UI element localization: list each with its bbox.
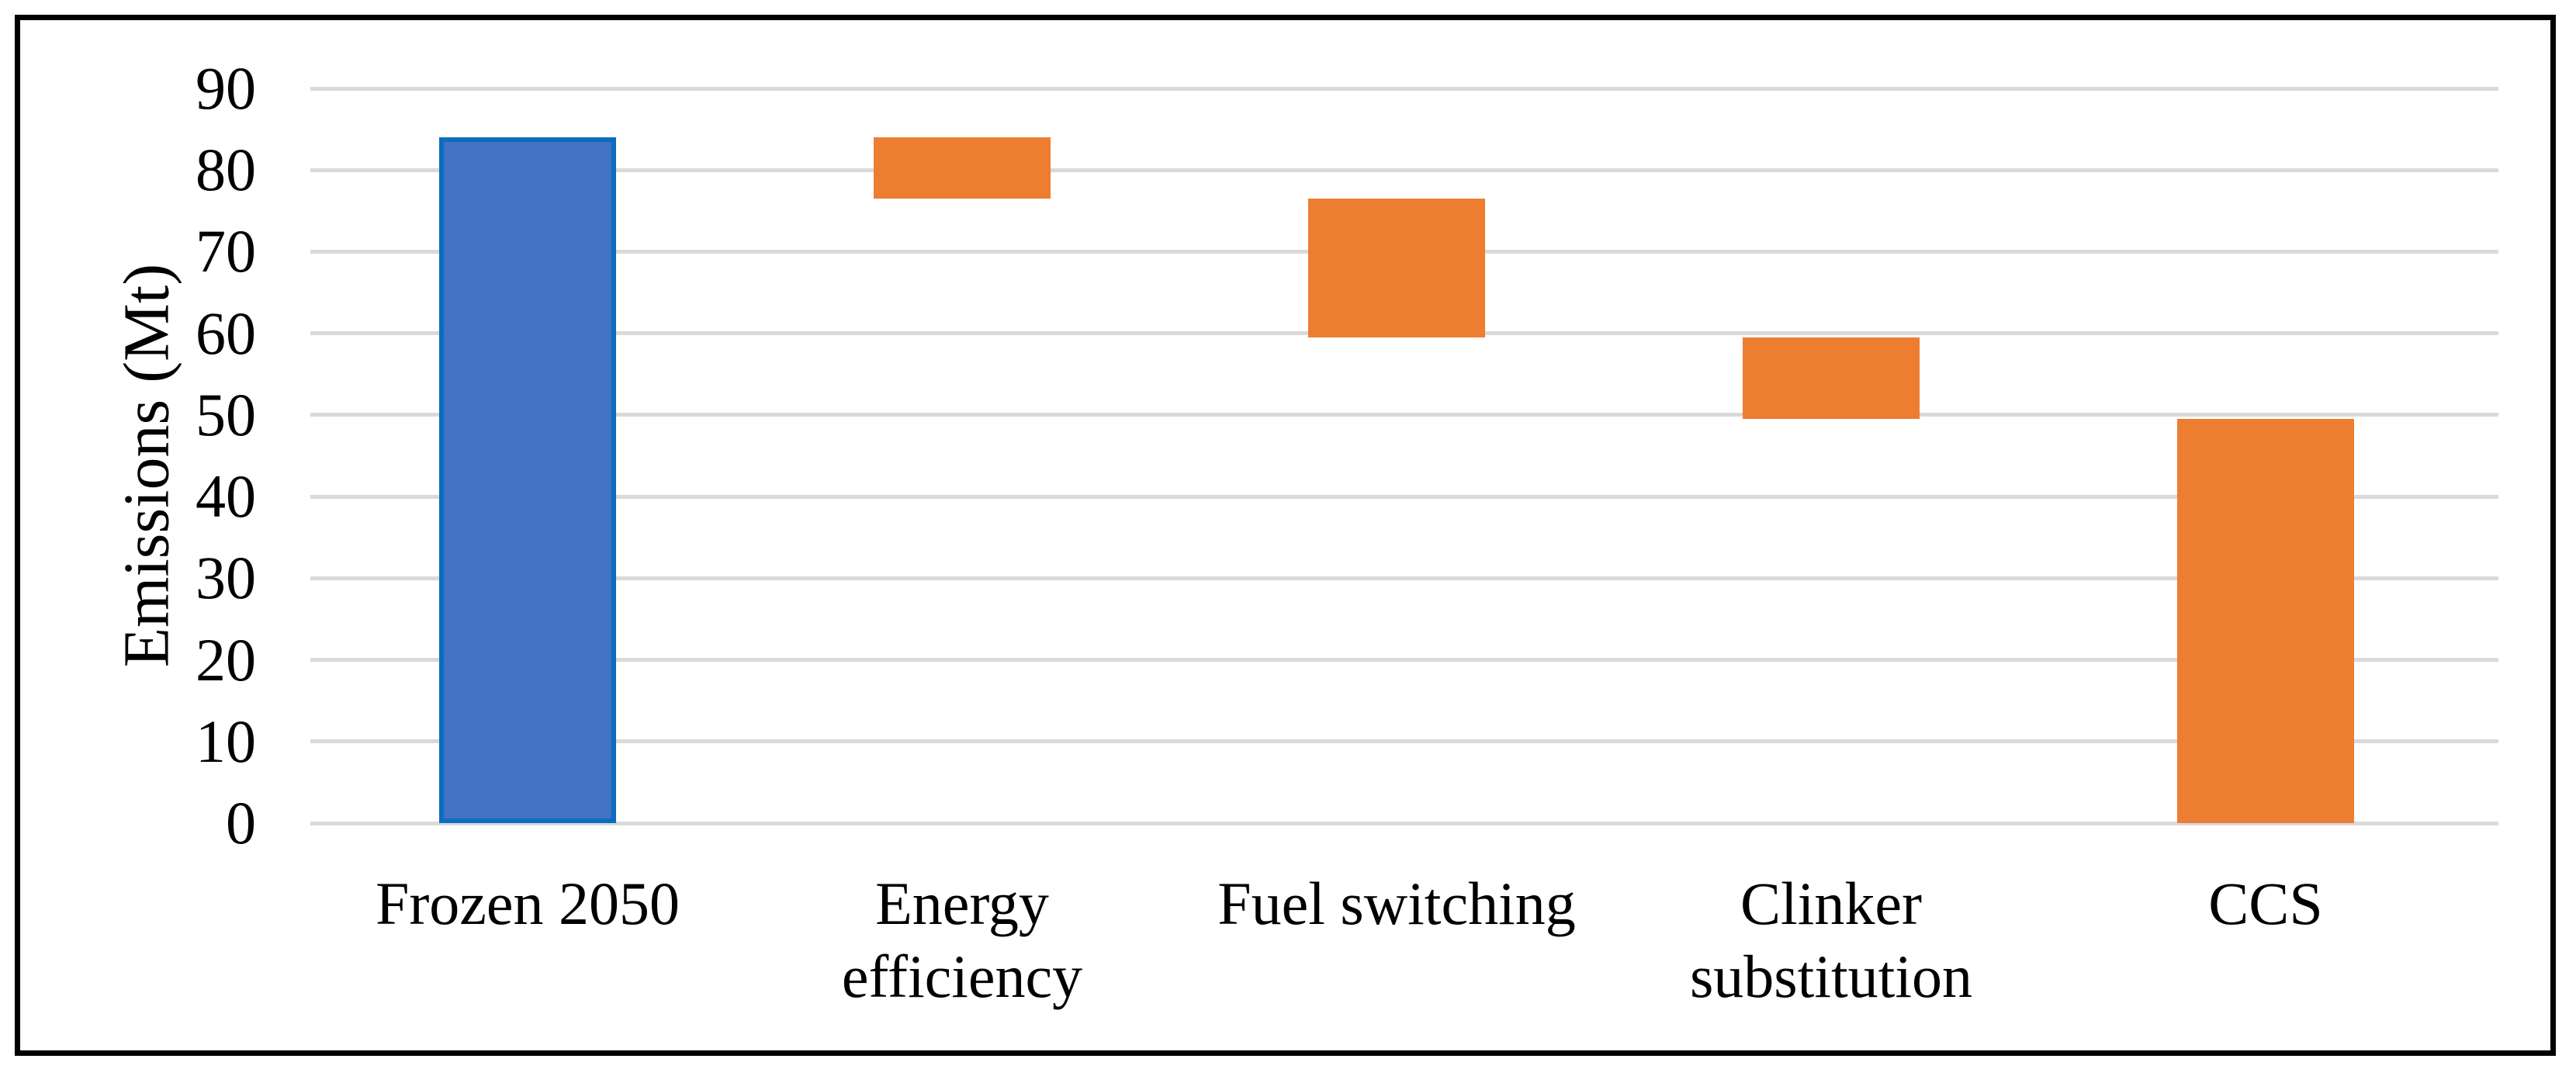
y-tick-label-80: 80 xyxy=(196,136,256,203)
x-category-label-fuel-switching: Fuel switching xyxy=(1217,870,1576,937)
gridline-y-10 xyxy=(310,739,2498,743)
bar-ccs xyxy=(2177,419,2354,823)
gridline-y-30 xyxy=(310,576,2498,580)
y-tick-label-90: 90 xyxy=(196,54,256,122)
bar-clinker-substitution xyxy=(1743,337,1920,419)
y-tick-label-20: 20 xyxy=(196,626,256,694)
gridline-y-20 xyxy=(310,658,2498,662)
x-category-label-energy-efficiency: Energy efficiency xyxy=(841,870,1083,1010)
gridline-y-90 xyxy=(310,87,2498,91)
x-category-label-frozen-2050: Frozen 2050 xyxy=(375,870,680,937)
y-tick-label-0: 0 xyxy=(226,789,256,856)
y-tick-label-40: 40 xyxy=(196,462,256,530)
bar-fuel-switching xyxy=(1308,199,1485,337)
y-tick-label-30: 30 xyxy=(196,544,256,611)
y-tick-label-70: 70 xyxy=(196,217,256,285)
gridline-y-50 xyxy=(310,413,2498,417)
bar-frozen-2050 xyxy=(439,137,616,823)
x-category-label-clinker-substitution: Clinker substitution xyxy=(1689,870,1973,1010)
gridline-y-0 xyxy=(310,822,2498,825)
figure-frame-border xyxy=(15,15,2556,1056)
gridline-y-80 xyxy=(310,168,2498,172)
x-category-label-ccs: CCS xyxy=(2208,870,2323,937)
bar-energy-efficiency xyxy=(874,137,1051,199)
gridline-y-40 xyxy=(310,495,2498,499)
y-tick-label-10: 10 xyxy=(196,708,256,775)
y-tick-label-60: 60 xyxy=(196,299,256,367)
y-tick-label-50: 50 xyxy=(196,381,256,448)
